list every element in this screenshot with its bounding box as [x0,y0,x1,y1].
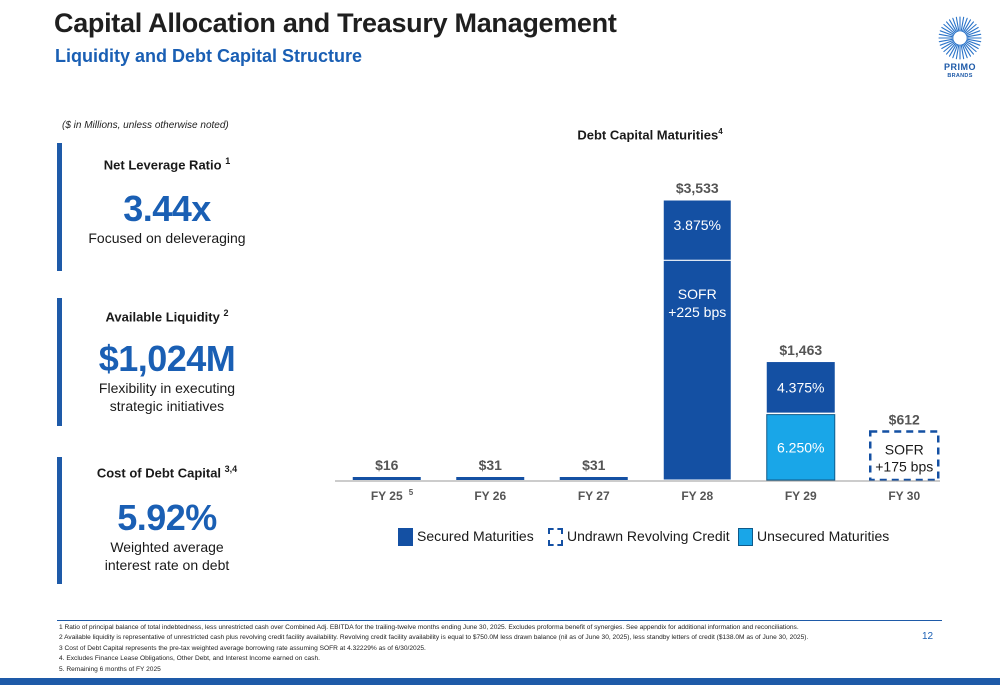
segment-label: 6.250% [777,439,824,455]
kpi-label: Available Liquidity 2 [105,308,229,325]
legend-label: Secured Maturities [417,528,534,544]
x-tick-label: FY 28 [681,489,713,503]
kpi-label: Net Leverage Ratio 1 [103,156,231,173]
segment-label: +225 bps [668,304,726,320]
debt-maturities-chart: $16 FY 25 5 $31 FY 26 $31 FY 27 SOFR +225 bps 3.8… [335,180,940,503]
primo-brands-logo: PRIMO BRANDS [932,12,988,92]
kpi-available-liquidity: Available Liquidity 2 $1,024M Flexibilit… [57,298,277,428]
x-tick-label: FY 25 [371,489,403,503]
segment-label: 3.875% [674,217,721,233]
legend-swatch [738,528,753,546]
segment-label: SOFR [678,286,717,302]
bar-secured [559,477,628,480]
bar-unsecured [766,414,836,481]
bar-secured [766,362,835,413]
kpi-value: 5.92% [117,497,217,538]
x-tick-label: FY 29 [785,489,817,503]
bar-total-label: $16 [375,457,399,473]
footnote: 3 Cost of Debt Capital represents the pr… [59,644,426,652]
bar-secured [352,477,421,480]
footnotes: 1 Ratio of principal balance of total in… [59,623,929,675]
logo-burst-icon [938,16,982,60]
bar-total-label: $31 [479,457,503,473]
kpi-description: Flexibility in executing strategic initi… [98,380,236,414]
kpi-accent-bar [57,143,62,271]
bar-total-label: $31 [582,457,606,473]
logo-wordmark: PRIMO [943,62,976,72]
x-tick-note: 5 [409,488,414,497]
footnote: 1 Ratio of principal balance of total in… [59,624,799,631]
bar-secured [662,199,732,261]
kpi-label: Cost of Debt Capital 3,4 [96,464,238,481]
kpi-accent-bar [57,457,62,584]
bar-undrawn-revolver [869,430,940,482]
bottom-band [0,678,1000,685]
page-number: 12 [922,631,934,642]
legend-swatch [548,528,563,546]
bar-total-label: $1,463 [779,342,822,358]
segment-label: 4.375% [777,379,824,395]
footnote: 5. Remaining 6 months of FY 2025 [59,665,161,673]
units-note: ($ in Millions, unless otherwise noted) [62,120,229,131]
legend-label: Undrawn Revolving Credit [567,528,730,544]
page-subtitle: Liquidity and Debt Capital Structure [55,46,363,66]
footnote: 2 Available liquidity is representative … [59,634,809,642]
kpi-value: 3.44x [123,188,211,229]
bar-total-label: $3,533 [676,180,719,196]
segment-label: SOFR [885,442,924,458]
logo-subwordmark: BRANDS [947,73,973,79]
kpi-accent-bar [57,298,62,426]
kpi-description: Focused on deleveraging [88,230,246,246]
legend-swatch [398,528,413,546]
footnote-divider [57,620,942,621]
page-title: Capital Allocation and Treasury Manageme… [54,8,617,38]
x-tick-label: FY 27 [578,489,610,503]
x-tick-label: FY 26 [474,489,506,503]
bar-secured [662,259,732,481]
kpi-value: $1,024M [98,338,236,379]
legend-label: Unsecured Maturities [757,528,890,544]
bar-total-label: $612 [889,411,920,427]
kpi-description: Weighted average interest rate on debt [104,539,230,573]
footnote: 4. Excludes Finance Lease Obligations, O… [59,655,320,663]
bar-secured [456,477,525,480]
kpi-cost-of-debt: Cost of Debt Capital 3,4 5.92% Weighted … [57,457,277,585]
segment-label: +175 bps [875,459,933,475]
x-tick-label: FY 30 [888,489,920,503]
chart-title: Debt Capital Maturities4 [577,127,723,143]
kpi-net-leverage: Net Leverage Ratio 1 3.44x Focused on de… [57,143,277,273]
